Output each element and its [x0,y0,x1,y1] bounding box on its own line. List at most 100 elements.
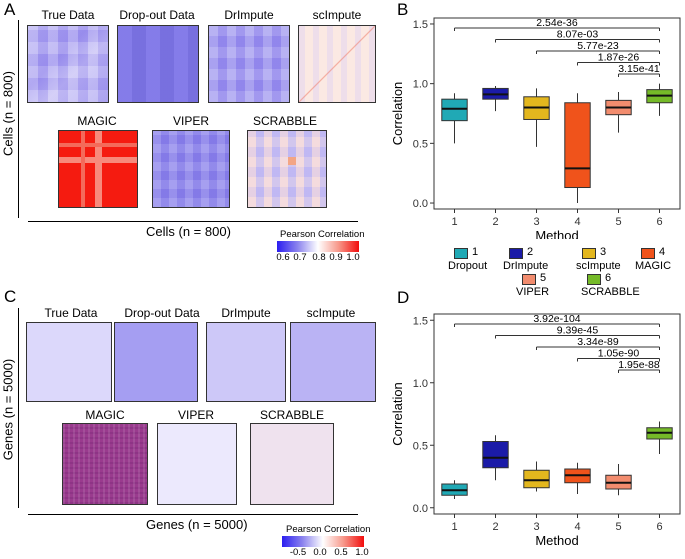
colorbar-tick: 0.0 [313,547,327,558]
box [564,102,591,189]
heatmap-title: scImpute [306,306,356,320]
row-axis-line [18,20,19,218]
colorbar-tick: 0.5 [334,547,348,558]
y-tick-label: 0.5 [413,440,428,452]
heatmap-title: True Data [41,8,95,22]
y-axis-label: Genes (n = 5000) [0,358,16,461]
y-axis-label: Cells (n = 800) [0,71,16,156]
p-value-label: 3.92e-104 [533,313,580,325]
heatmap-title: Drop-out Data [124,306,200,320]
x-tick-label: 3 [533,521,539,533]
x-axis-title: Method [535,533,578,548]
x-tick-label: 2 [492,216,498,228]
p-value-label: 3.15e-41 [618,63,660,75]
heatmap-drimpute [208,25,290,103]
heatmap-title: scImpute [312,8,362,22]
heatmap-scrabble [247,130,327,208]
x-tick-label: 3 [533,216,539,228]
x-tick-label: 5 [615,216,621,228]
heatmap-title: SCRABBLE [259,408,325,422]
heatmap-title: VIPER [177,408,214,422]
heatmap-title: True Data [44,306,98,320]
legend: 1 Dropout 2 DrImpute 3 scImpute 4 MAGIC 5 VIPER 6 S… [392,246,682,302]
legend-swatch [522,274,536,285]
x-tick-label: 1 [451,521,457,533]
heatmap-scimpute [298,25,376,103]
heatmap-scimpute [290,322,376,402]
x-tick-label: 2 [492,521,498,533]
y-tick-label: 0.0 [413,198,428,210]
box [523,469,550,489]
y-tick-label: 1.5 [413,19,428,31]
heatmap-drimpute [206,322,286,402]
colorbar-tick: 0.6 [276,252,290,263]
legend-label: DrImpute [503,260,549,272]
legend-number: 4 [659,246,666,258]
legend-label: SCRABBLE [581,286,640,298]
legend-number: 1 [472,246,479,258]
box [482,441,509,469]
p-value-label: 1.87e-26 [598,52,640,64]
row-axis-line [18,308,19,508]
y-axis-title: Correlation [390,82,405,146]
legend-swatch [509,248,523,259]
p-value-label: 1.95e-88 [618,359,660,371]
heatmap-dropout-data [117,25,199,103]
column-axis-line [28,221,358,222]
column-axis-line [28,514,358,515]
colorbar-title: Pearson Correlation [280,229,365,240]
heatmap-title: SCRABBLE [252,114,318,128]
p-value-label: 3.34e-89 [577,336,619,348]
boxplot-b: 0.0 0.5 1.0 1.5 1 2 3 4 5 6 Method Correlation 2.54e… [390,17,681,239]
colorbar-tick: 0.8 [312,252,326,263]
heatmap-title: VIPER [172,114,209,128]
box [441,98,468,122]
y-tick-label: 0.0 [413,503,428,515]
x-tick-label: 5 [615,521,621,533]
heatmap-title: DrImpute [221,306,271,320]
plot-frame [433,17,681,210]
x-tick-label: 6 [656,521,662,533]
p-value-label: 2.54e-36 [536,17,578,29]
heatmap-true-data [27,25,109,103]
heatmap-title: DrImpute [224,8,274,22]
colorbar [282,536,364,547]
heatmap-title: Drop-out Data [119,8,195,22]
x-tick-label: 1 [451,216,457,228]
boxplot-d: 0.0 0.5 1.0 1.5 1 2 3 4 5 6 Method Correlation 3.92e… [390,313,681,548]
x-tick-label: 4 [574,216,580,228]
legend-label: scImpute [576,260,621,272]
panel-letter-b: B [397,0,409,19]
panel-letter-c: C [4,287,17,306]
legend-swatch [641,248,655,259]
heatmap-title: MAGIC [77,114,117,128]
p-value-label: 9.39e-45 [557,325,599,337]
x-axis-title: Method [535,228,578,239]
y-tick-label: 1.5 [413,315,428,327]
p-value-label: 5.77e-23 [577,40,619,52]
heatmap-magic [58,130,138,208]
colorbar-tick: 1.0 [355,547,369,558]
legend-swatch [454,248,468,259]
heatmap-magic [62,423,148,505]
y-axis-title: Correlation [390,382,405,446]
legend-label: MAGIC [635,260,672,272]
legend-number: 3 [600,246,607,258]
x-axis-label: Cells (n = 800) [146,224,231,239]
y-tick-label: 1.0 [413,378,428,390]
heatmap-dropout-data [114,322,198,402]
x-tick-label: 6 [656,216,662,228]
legend-swatch [582,248,596,259]
heatmap-viper [157,423,237,505]
legend-label: Dropout [448,260,488,272]
colorbar-tick: -0.5 [289,547,307,558]
y-tick-label: 0.5 [413,138,428,150]
p-value-label: 1.05e-90 [598,348,640,360]
colorbar-title: Pearson Correlation [286,524,371,535]
x-tick-label: 4 [574,521,580,533]
heatmap-title: MAGIC [85,408,125,422]
colorbar-tick: 1.0 [346,252,360,263]
legend-label: VIPER [516,286,550,298]
heatmap-viper [152,130,230,208]
x-axis-label: Genes (n = 5000) [146,517,248,532]
